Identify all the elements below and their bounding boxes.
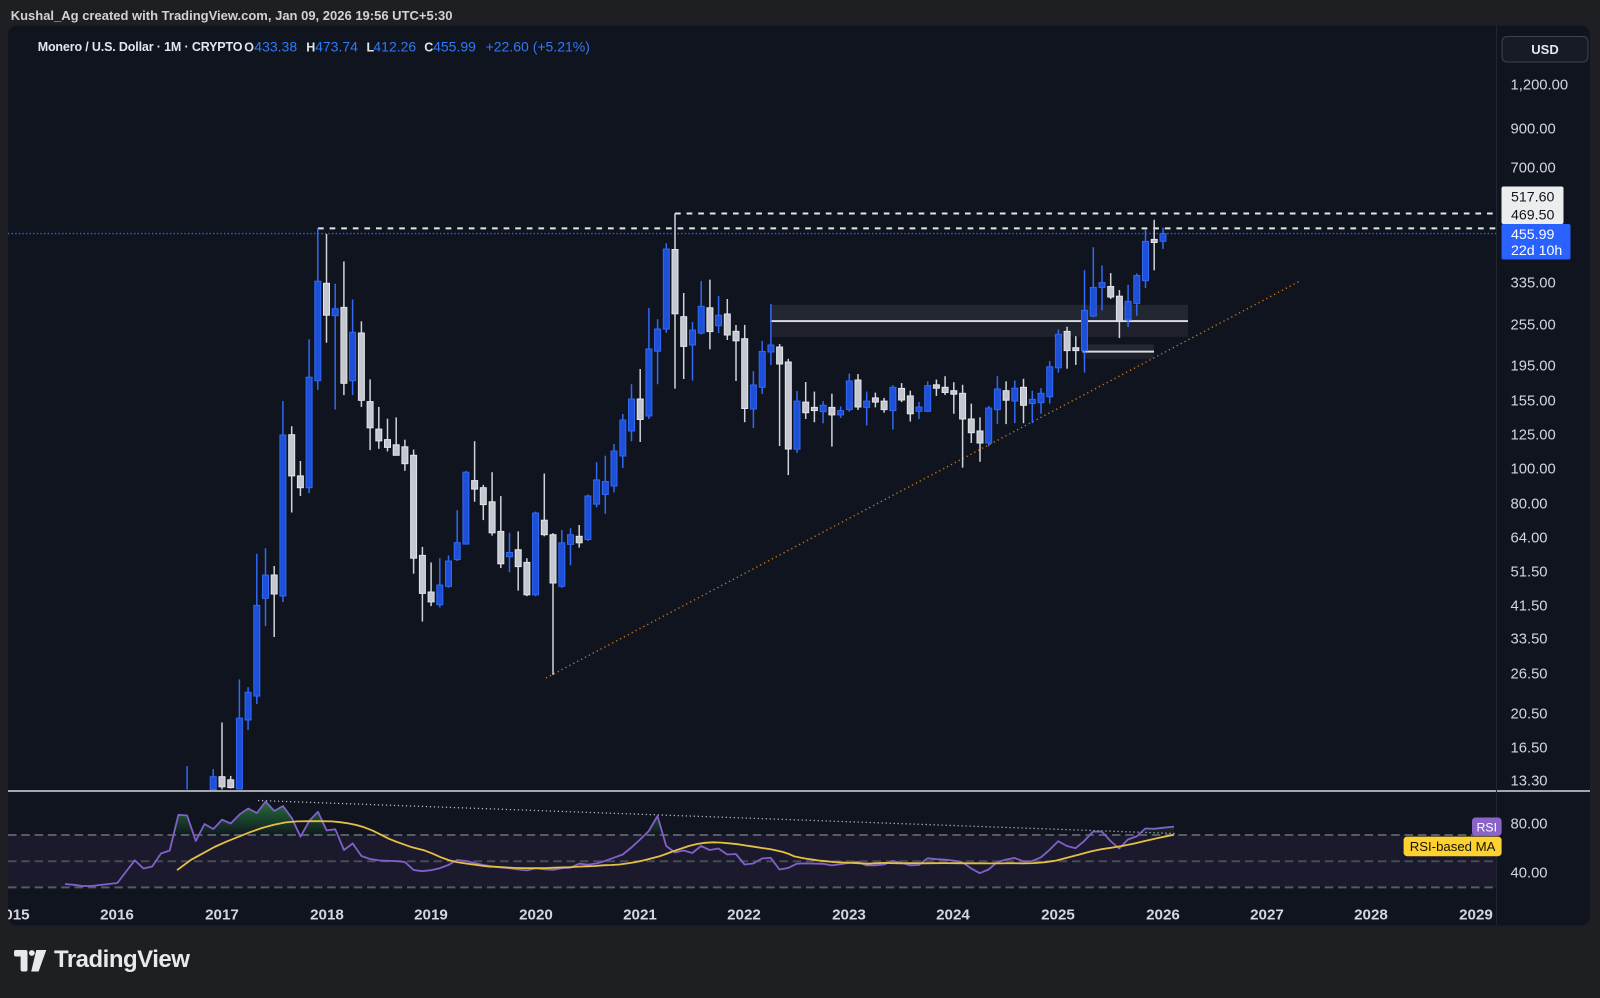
svg-text:517.60: 517.60 — [1511, 190, 1555, 206]
svg-text:125.00: 125.00 — [1511, 427, 1556, 443]
svg-text:195.00: 195.00 — [1511, 358, 1556, 374]
svg-text:700.00: 700.00 — [1511, 160, 1556, 176]
svg-text:2027: 2027 — [1250, 907, 1284, 924]
svg-text:155.00: 155.00 — [1511, 393, 1556, 409]
svg-text:2017: 2017 — [205, 907, 239, 924]
svg-text:100.00: 100.00 — [1511, 461, 1556, 477]
svg-text:TradingView: TradingView — [54, 946, 190, 973]
svg-text:+22.60 (+5.21%): +22.60 (+5.21%) — [486, 39, 590, 55]
svg-text:51.50: 51.50 — [1511, 564, 1548, 580]
svg-text:C: C — [424, 41, 433, 55]
svg-text:2025: 2025 — [1041, 907, 1075, 924]
svg-text:335.00: 335.00 — [1511, 275, 1556, 291]
svg-text:1,200.00: 1,200.00 — [1511, 77, 1569, 93]
svg-text:16.50: 16.50 — [1511, 740, 1548, 756]
svg-text:2028: 2028 — [1354, 907, 1388, 924]
svg-text:L: L — [367, 41, 375, 55]
svg-text:2023: 2023 — [832, 907, 866, 924]
svg-text:433.38: 433.38 — [254, 39, 297, 55]
svg-text:2016: 2016 — [100, 907, 134, 924]
svg-text:26.50: 26.50 — [1511, 666, 1548, 682]
svg-text:2020: 2020 — [519, 907, 553, 924]
svg-text:412.26: 412.26 — [373, 39, 416, 55]
svg-text:2026: 2026 — [1146, 907, 1180, 924]
svg-text:80.00: 80.00 — [1511, 816, 1548, 832]
svg-text:Monero / U.S. Dollar · 1M · CR: Monero / U.S. Dollar · 1M · CRYPTO — [38, 40, 243, 54]
svg-text:473.74: 473.74 — [315, 39, 358, 55]
svg-text:80.00: 80.00 — [1511, 496, 1548, 512]
svg-text:13.30: 13.30 — [1511, 773, 1548, 789]
svg-text:2019: 2019 — [414, 907, 448, 924]
svg-text:255.00: 255.00 — [1511, 317, 1556, 333]
svg-text:20.50: 20.50 — [1511, 706, 1548, 722]
svg-text:469.50: 469.50 — [1511, 208, 1555, 224]
svg-text:2029: 2029 — [1459, 907, 1493, 924]
svg-text:40.00: 40.00 — [1511, 865, 1548, 881]
svg-text:2022: 2022 — [727, 907, 761, 924]
svg-text:455.99: 455.99 — [433, 39, 476, 55]
svg-text:O: O — [244, 41, 254, 55]
svg-text:22d 10h: 22d 10h — [1511, 243, 1562, 259]
svg-text:455.99: 455.99 — [1511, 227, 1555, 243]
svg-text:33.50: 33.50 — [1511, 631, 1548, 647]
svg-text:2021: 2021 — [623, 907, 657, 924]
svg-text:2018: 2018 — [310, 907, 344, 924]
svg-text:41.50: 41.50 — [1511, 598, 1548, 614]
svg-text:USD: USD — [1531, 42, 1558, 57]
svg-text:2024: 2024 — [936, 907, 970, 924]
svg-text:H: H — [306, 41, 315, 55]
svg-text:RSI: RSI — [1477, 820, 1498, 834]
svg-text:2015: 2015 — [0, 907, 30, 924]
svg-text:RSI-based MA: RSI-based MA — [1410, 839, 1496, 854]
svg-text:Kushal_Ag created with Trading: Kushal_Ag created with TradingView.com, … — [11, 8, 453, 23]
svg-text:900.00: 900.00 — [1511, 121, 1556, 137]
svg-text:64.00: 64.00 — [1511, 530, 1548, 546]
